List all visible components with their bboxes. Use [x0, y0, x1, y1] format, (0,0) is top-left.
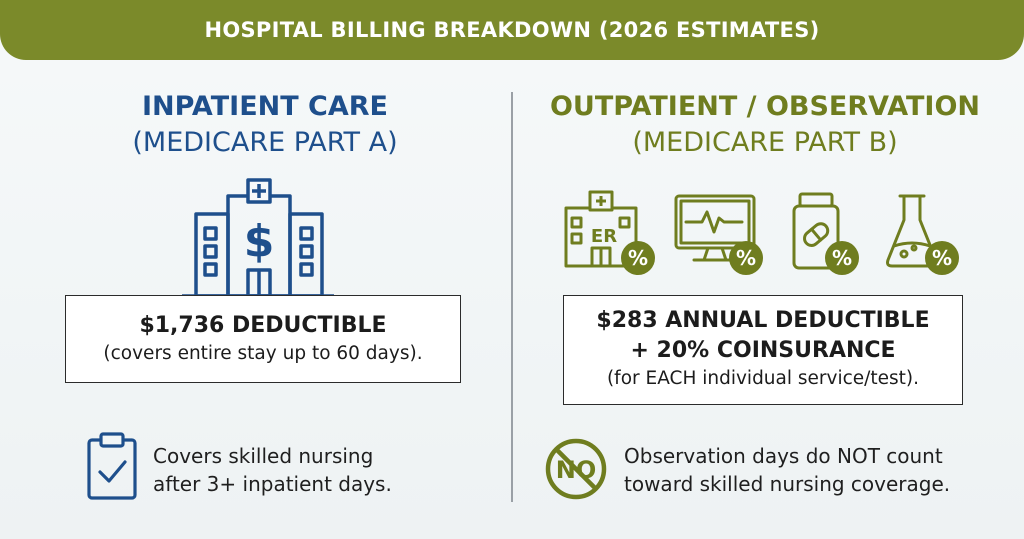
outpatient-title: OUTPATIENT / OBSERVATION [549, 91, 981, 122]
observation-note-line2: toward skilled nursing coverage. [624, 472, 951, 496]
outpatient-deductible: $283 ANNUAL DEDUCTIBLE [596, 308, 930, 333]
column-divider [511, 92, 513, 502]
inpatient-nursing-note: Covers skilled nursing after 3+ inpatien… [153, 442, 473, 498]
inpatient-title: INPATIENT CARE [141, 91, 389, 122]
clipboard-check-icon [87, 432, 137, 500]
no-symbol-icon: NO [545, 438, 607, 500]
inpatient-deductible-box: $1,736 DEDUCTIBLE (covers entire stay up… [65, 295, 461, 383]
percent-badge: % [628, 246, 648, 270]
svg-text:$: $ [244, 216, 275, 267]
percent-badge: % [832, 246, 852, 270]
hospital-dollar-icon: $ [182, 178, 334, 298]
inpatient-deductible: $1,736 DEDUCTIBLE [139, 313, 387, 338]
er-building-percent-icon: ER % [564, 190, 655, 275]
outpatient-coinsurance: + 20% COINSURANCE [630, 338, 896, 363]
header-banner: HOSPITAL BILLING BREAKDOWN (2026 ESTIMAT… [0, 0, 1024, 60]
percent-badge: % [932, 246, 952, 270]
lab-flask-percent-icon: % [886, 194, 959, 275]
inpatient-note-line1: Covers skilled nursing [153, 444, 374, 468]
inpatient-note-line2: after 3+ inpatient days. [153, 472, 392, 496]
inpatient-subtitle: (MEDICARE PART A) [132, 127, 398, 158]
percent-badge: % [736, 246, 756, 270]
observation-note: Observation days do NOT count toward ski… [624, 442, 1004, 498]
er-label: ER [591, 226, 617, 247]
page-title: HOSPITAL BILLING BREAKDOWN (2026 ESTIMAT… [204, 18, 820, 42]
inpatient-deductible-note: (covers entire stay up to 60 days). [103, 343, 423, 364]
outpatient-note: (for EACH individual service/test). [606, 368, 920, 389]
outpatient-subtitle: (MEDICARE PART B) [632, 127, 898, 158]
pill-bottle-percent-icon: % [792, 192, 859, 275]
outpatient-deductible-box: $283 ANNUAL DEDUCTIBLE + 20% COINSURANCE… [563, 295, 963, 405]
observation-note-line1: Observation days do NOT count [624, 444, 943, 468]
monitor-percent-icon: % [674, 194, 763, 275]
no-label: NO [556, 456, 597, 484]
